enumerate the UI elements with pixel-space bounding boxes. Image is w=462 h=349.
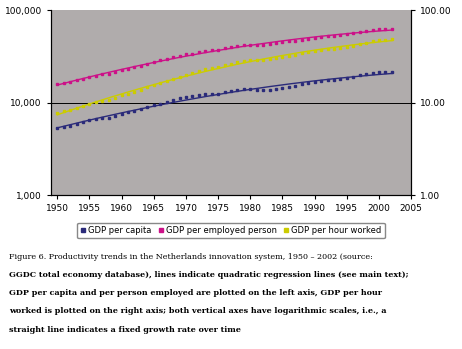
- Text: GGDC total economy database), lines indicate quadratic regression lines (see mai: GGDC total economy database), lines indi…: [9, 271, 409, 279]
- Legend: GDP per capita, GDP per employed person, GDP per hour worked: GDP per capita, GDP per employed person,…: [78, 223, 384, 238]
- Text: Figure 6. Productivity trends in the Netherlands innovation system, 1950 – 2002 : Figure 6. Productivity trends in the Net…: [9, 253, 373, 261]
- Text: straight line indicates a fixed growth rate over time: straight line indicates a fixed growth r…: [9, 326, 241, 334]
- Text: GDP per capita and per person employed are plotted on the left axis, GDP per hou: GDP per capita and per person employed a…: [9, 289, 382, 297]
- Text: worked is plotted on the right axis; both vertical axes have logarithmic scales,: worked is plotted on the right axis; bot…: [9, 307, 387, 315]
